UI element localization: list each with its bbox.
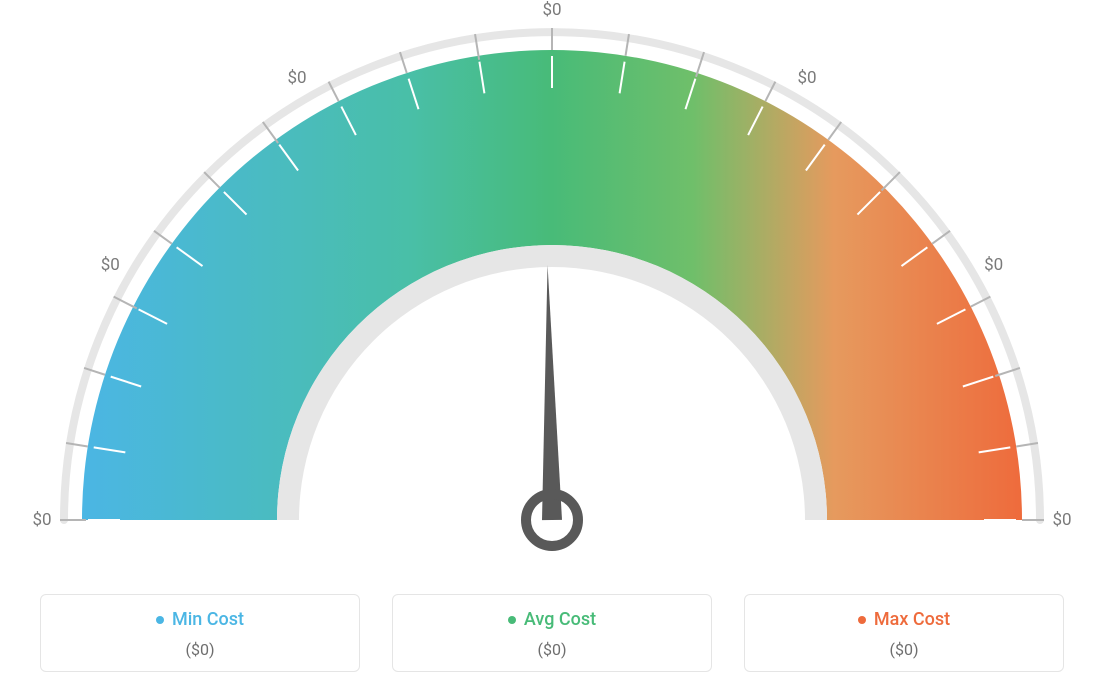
legend-title-max: Max Cost [858,609,950,630]
legend-title-min: Min Cost [156,609,244,630]
scale-label: $0 [101,255,120,275]
legend-title-avg: Avg Cost [508,609,596,630]
scale-label: $0 [32,510,51,530]
gauge-chart: $0 $0 $0 $0 $0 $0 $0 [0,0,1104,560]
legend-title-text: Max Cost [874,609,950,630]
legend-title-text: Avg Cost [524,609,596,630]
legend-row: Min Cost ($0) Avg Cost ($0) Max Cost ($0… [40,594,1064,673]
scale-label: $0 [287,68,306,88]
scale-label: $0 [542,0,561,20]
legend-card-min: Min Cost ($0) [40,594,360,673]
dot-icon [156,616,164,624]
scale-label: $0 [797,68,816,88]
legend-card-avg: Avg Cost ($0) [392,594,712,673]
legend-title-text: Min Cost [172,609,244,630]
scale-label: $0 [984,255,1003,275]
scale-label: $0 [1052,510,1071,530]
gauge-svg [0,0,1104,560]
legend-card-max: Max Cost ($0) [744,594,1064,673]
legend-value-min: ($0) [51,640,349,659]
legend-value-max: ($0) [755,640,1053,659]
dot-icon [858,616,866,624]
legend-value-avg: ($0) [403,640,701,659]
dot-icon [508,616,516,624]
